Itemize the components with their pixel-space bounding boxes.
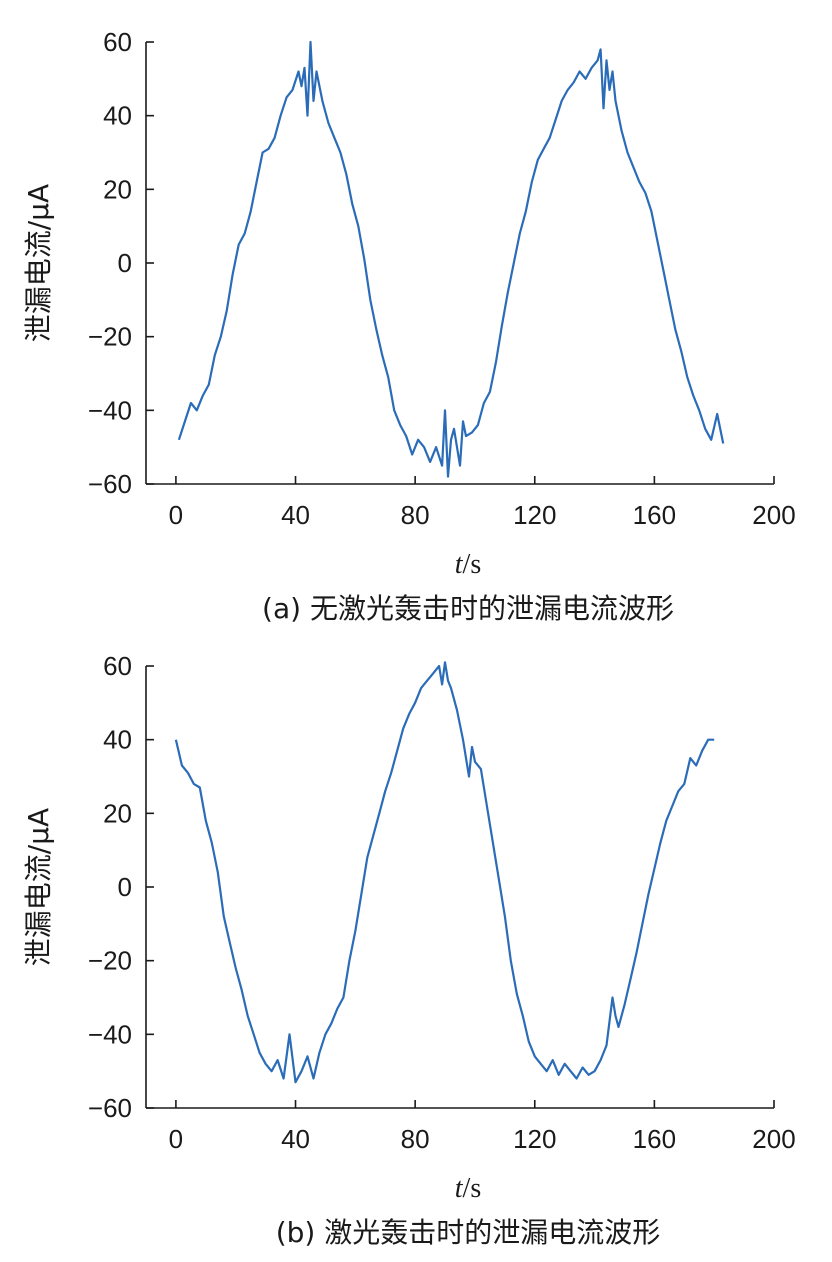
x-tick-label: 160 xyxy=(633,1124,676,1154)
x-tick-label: 0 xyxy=(169,500,183,530)
x-axis-label: t/s xyxy=(455,549,481,580)
y-tick-group: −60 −40 −20 0 20 40 60 xyxy=(88,27,154,499)
y-axis-label: 泄漏电流/μA xyxy=(22,808,55,966)
y-tick-label: −40 xyxy=(88,395,132,425)
x-tick-label: 160 xyxy=(633,500,676,530)
y-tick-label: 40 xyxy=(103,101,132,131)
x-tick-label: 200 xyxy=(752,500,795,530)
x-tick-group: 0 40 80 120 160 200 xyxy=(169,476,796,530)
y-axis-label: 泄漏电流/μA xyxy=(22,184,55,342)
x-tick-label: 120 xyxy=(513,500,556,530)
y-tick-label: −20 xyxy=(88,322,132,352)
y-tick-label: 60 xyxy=(103,651,132,681)
y-tick-label: 20 xyxy=(103,798,132,828)
y-tick-label: 0 xyxy=(118,248,132,278)
x-tick-label: 0 xyxy=(169,1124,183,1154)
x-axis-label: t/s xyxy=(455,1173,481,1204)
y-tick-label: −60 xyxy=(88,469,132,499)
y-tick-label: 0 xyxy=(118,872,132,902)
x-tick-label: 40 xyxy=(281,500,310,530)
x-tick-label: 80 xyxy=(401,500,430,530)
y-tick-label: 20 xyxy=(103,174,132,204)
y-tick-label: 40 xyxy=(103,725,132,755)
x-tick-label: 200 xyxy=(752,1124,795,1154)
x-tick-label: 40 xyxy=(281,1124,310,1154)
y-tick-label: −20 xyxy=(88,946,132,976)
y-tick-label: 60 xyxy=(103,27,132,57)
x-tick-label: 120 xyxy=(513,1124,556,1154)
y-tick-group: −60 −40 −20 0 20 40 60 xyxy=(88,651,154,1123)
x-tick-label: 80 xyxy=(401,1124,430,1154)
leakage-current-line xyxy=(177,40,725,478)
y-tick-label: −40 xyxy=(88,1019,132,1049)
panel-caption: (a) 无激光轰击时的泄漏电流波形 xyxy=(262,592,674,625)
panel-caption: (b) 激光轰击时的泄漏电流波形 xyxy=(276,1216,661,1249)
y-tick-label: −60 xyxy=(88,1093,132,1123)
leakage-current-line xyxy=(174,661,715,1084)
x-tick-group: 0 40 80 120 160 200 xyxy=(169,1100,796,1154)
